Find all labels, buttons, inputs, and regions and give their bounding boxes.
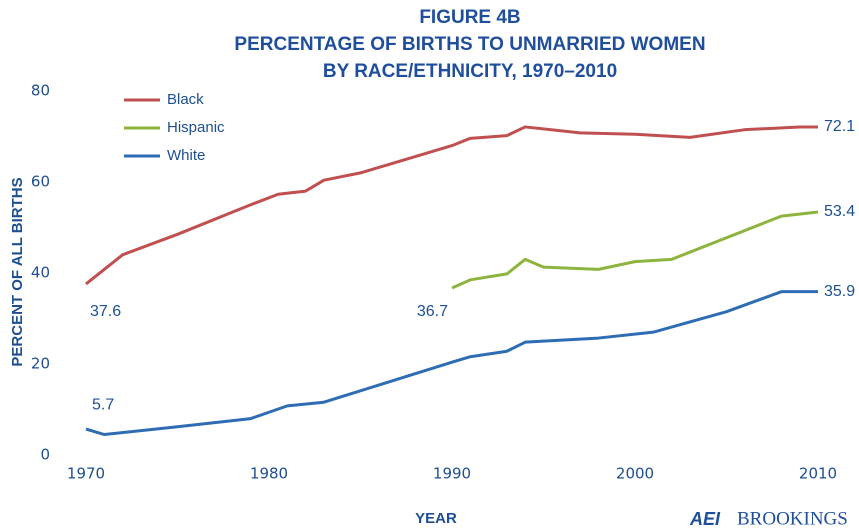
y-tick-label: 60 — [31, 173, 50, 191]
data-label: 72.1 — [824, 118, 855, 135]
y-axis-label: PERCENT OF ALL BIRTHS — [9, 177, 26, 366]
y-tick-label: 20 — [31, 355, 50, 373]
chart-title: BY RACE/ETHNICITY, 1970–2010 — [323, 61, 617, 82]
line — [451, 210, 819, 290]
x-tick-label: 1980 — [250, 465, 288, 483]
data-label: 36.7 — [417, 303, 448, 320]
x-axis-label: YEAR — [415, 510, 457, 527]
logo-text: BROOKINGS — [737, 508, 848, 529]
y-tick-label: 0 — [40, 446, 50, 464]
x-tick-label: 1970 — [67, 465, 105, 483]
x-tick-label: 2010 — [799, 465, 837, 483]
logo-mark: AEI — [689, 509, 721, 529]
data-label: 53.4 — [824, 203, 855, 220]
data-label: 37.6 — [90, 303, 121, 320]
legend-label: White — [167, 147, 205, 164]
legend-label: Hispanic — [167, 119, 225, 136]
y-tick-label: 40 — [31, 264, 50, 282]
chart-title: PERCENTAGE OF BIRTHS TO UNMARRIED WOMEN — [234, 34, 705, 55]
y-tick-label: 80 — [31, 82, 50, 100]
x-tick-label: 2000 — [616, 465, 654, 483]
legend-label: Black — [167, 91, 204, 108]
line — [85, 125, 818, 286]
chart-title: FIGURE 4B — [419, 7, 520, 28]
x-tick-label: 1990 — [433, 465, 471, 483]
data-label: 5.7 — [92, 396, 114, 413]
line — [85, 290, 818, 437]
data-label: 35.9 — [824, 283, 855, 300]
